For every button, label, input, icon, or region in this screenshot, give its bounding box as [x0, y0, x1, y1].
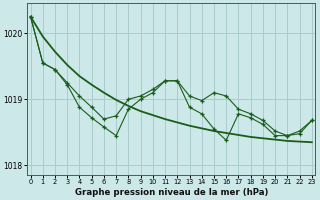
- X-axis label: Graphe pression niveau de la mer (hPa): Graphe pression niveau de la mer (hPa): [75, 188, 268, 197]
